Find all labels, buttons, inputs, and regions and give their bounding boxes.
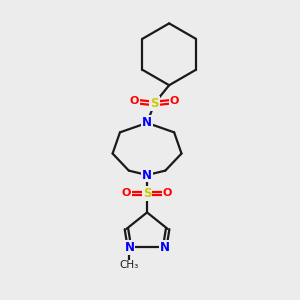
Text: S: S (150, 97, 159, 110)
Text: N: N (160, 241, 170, 254)
Text: O: O (170, 96, 179, 106)
Text: O: O (130, 96, 139, 106)
Text: CH₃: CH₃ (120, 260, 139, 270)
Text: O: O (163, 188, 172, 198)
Text: N: N (142, 116, 152, 129)
Text: N: N (142, 169, 152, 182)
Text: O: O (122, 188, 131, 198)
Text: N: N (124, 241, 134, 254)
Text: S: S (143, 187, 151, 200)
